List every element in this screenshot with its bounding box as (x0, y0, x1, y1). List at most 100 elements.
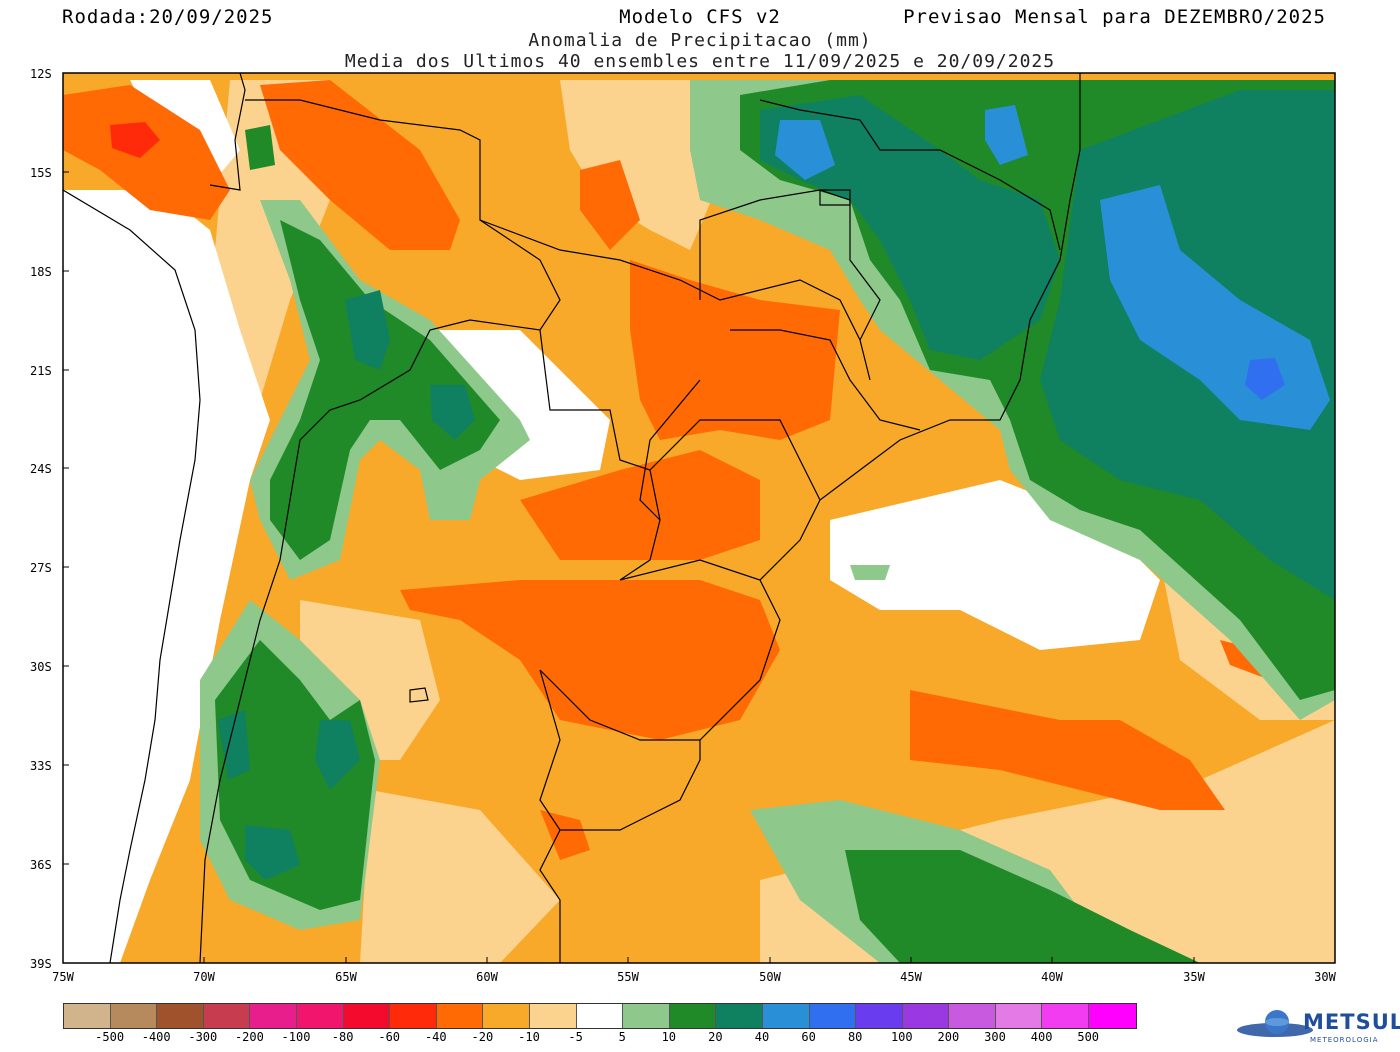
precipitation-anomaly-map: 12S 15S 18S 21S 24S 27S 30S 33S 36S 39S … (30, 67, 1337, 984)
border-federal-district (819, 189, 851, 206)
forecast-title: Previsao Mensal para DEZEMBRO/2025 (903, 6, 1326, 28)
lake-outline (409, 687, 429, 703)
lat-label: 15S (30, 166, 52, 180)
legend-swatch (483, 1004, 530, 1028)
green-region-south-atlantic (845, 850, 1200, 963)
legend-swatch (390, 1004, 437, 1028)
lon-label: 30W (1314, 970, 1336, 984)
lon-label: 70W (193, 970, 215, 984)
red-region-peru (110, 122, 160, 158)
legend-label: 100 (890, 1030, 913, 1044)
legend-label: -400 (141, 1030, 171, 1044)
neutral-region-pacific (63, 190, 270, 963)
legend-swatch (716, 1004, 763, 1028)
lon-label: 75W (52, 970, 74, 984)
legend-label: -20 (471, 1030, 494, 1044)
border-mato-grosso-sul (649, 419, 821, 501)
legend-label: -200 (234, 1030, 264, 1044)
legend-swatch (576, 1004, 624, 1028)
brand-name: METSUL (1303, 1010, 1400, 1034)
light-green-spot (850, 565, 890, 580)
legend-swatch (296, 1004, 344, 1028)
blue-region-minas (775, 120, 835, 180)
variable-subtitle: Anomalia de Precipitacao (mm) (528, 30, 872, 51)
legend-swatch (529, 1004, 577, 1028)
legend-label: 60 (801, 1030, 816, 1044)
dark-green-spot-andes-5 (315, 720, 360, 790)
legend-swatch (250, 1004, 297, 1028)
lat-label: 30S (30, 660, 52, 674)
legend-label: 80 (847, 1030, 863, 1044)
dark-green-spot-andes-2 (430, 385, 475, 440)
dark-orange-region-bolivia (260, 80, 460, 250)
light-orange-region-north (560, 80, 720, 250)
longitude-labels: 75W 70W 65W 60W 55W 50W 45W 40W 35W 30W (52, 970, 1336, 984)
legend-swatch (669, 1004, 717, 1028)
legend-swatch (856, 1004, 903, 1028)
border-peru-bolivia (209, 73, 246, 191)
blue-region-bahia-coast (985, 105, 1028, 165)
dark-orange-region-ocean (910, 690, 1225, 810)
legend-label: -40 (424, 1030, 447, 1044)
legend-label: 10 (661, 1030, 677, 1044)
legend-label: -300 (188, 1030, 218, 1044)
lat-label: 36S (30, 858, 52, 872)
legend-swatch (995, 1004, 1043, 1028)
dark-orange-region-south-brazil (400, 580, 780, 740)
political-borders (63, 73, 1081, 963)
lat-label: 33S (30, 759, 52, 773)
legend-swatch (1042, 1004, 1090, 1028)
legend-label: 40 (754, 1030, 770, 1044)
border-goias-minas (699, 189, 881, 341)
legend-swatch (762, 1004, 810, 1028)
legend-swatch (809, 1004, 857, 1028)
lat-label: 21S (30, 364, 52, 378)
coastline-brazil (759, 73, 1081, 581)
legend-swatch (203, 1004, 251, 1028)
legend-label: -80 (331, 1030, 354, 1044)
dark-green-spot-andes-3 (218, 710, 250, 780)
border-rio-grande-do-sul (539, 559, 781, 741)
legend-label: 300 (984, 1030, 1006, 1044)
legend-label: 20 (708, 1030, 723, 1044)
dark-orange-region-la-plata (540, 810, 590, 860)
lat-label: 12S (30, 67, 52, 81)
legend-swatch (64, 1004, 111, 1028)
coastline-pacific (63, 189, 201, 963)
legend-swatch (949, 1004, 996, 1028)
border-parana-interior (639, 379, 701, 521)
legend-label: -500 (95, 1030, 125, 1044)
border-paraguay (539, 329, 661, 581)
border-bahia (759, 99, 1061, 251)
metsul-logo-icon (1237, 1010, 1313, 1037)
dark-orange-region-central-brazil (630, 260, 840, 440)
legend-label: 400 (1030, 1030, 1053, 1044)
lon-label: 50W (759, 970, 781, 984)
lon-label: 45W (900, 970, 922, 984)
legend-swatch (157, 1004, 204, 1028)
map-frame (62, 72, 1336, 964)
lon-label: 40W (1041, 970, 1063, 984)
lon-label: 60W (476, 970, 498, 984)
border-bolivia-argentina-chile (199, 99, 561, 963)
model-name: Modelo CFS v2 (619, 6, 781, 28)
lon-label: 65W (335, 970, 357, 984)
color-legend-bar (63, 1003, 1137, 1029)
legend-swatch (343, 1004, 391, 1028)
coastline-rio-de-la-plata (539, 829, 561, 963)
green-region-andes-north (270, 220, 500, 560)
border-brazil-interior (479, 219, 871, 381)
dark-orange-region-peru (63, 85, 230, 220)
legend-swatch (1089, 1004, 1136, 1028)
latitude-labels: 12S 15S 18S 21S 24S 27S 30S 33S 36S 39S (30, 67, 52, 971)
border-uruguay (539, 669, 701, 831)
legend-swatch (902, 1004, 950, 1028)
legend-label: -100 (281, 1030, 311, 1044)
lat-label: 39S (30, 957, 52, 971)
legend-label: 500 (1077, 1030, 1100, 1044)
legend-swatch (623, 1004, 670, 1028)
axis-ticks (62, 72, 1336, 964)
legend-label: -10 (518, 1030, 540, 1044)
lat-label: 27S (30, 561, 52, 575)
legend-label: -5 (568, 1030, 583, 1044)
